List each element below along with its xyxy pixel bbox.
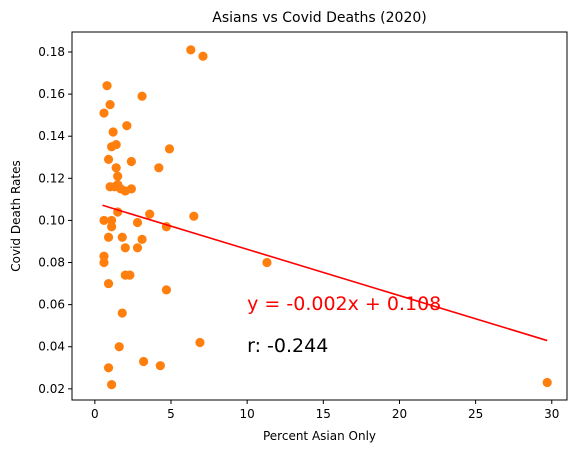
data-point	[154, 163, 164, 173]
data-point	[99, 215, 109, 226]
data-point	[120, 243, 130, 253]
chart-title: Asians vs Covid Deaths (2020)	[212, 10, 426, 26]
plot-area	[71, 31, 568, 401]
data-point	[114, 342, 124, 352]
data-point	[195, 337, 205, 348]
data-point	[186, 45, 196, 55]
regression-equation: y = -0.002x + 0.108	[247, 293, 441, 315]
data-point	[132, 217, 143, 228]
data-point	[103, 278, 114, 289]
data-point	[105, 100, 115, 110]
data-point	[111, 140, 121, 150]
x-tick-label: 25	[468, 407, 483, 421]
data-point	[107, 380, 117, 390]
x-tick-label: 0	[91, 407, 99, 421]
x-tick-label: 10	[240, 407, 255, 421]
y-tick-label: 0.04	[38, 340, 65, 354]
data-point	[103, 363, 114, 373]
x-tick-label: 5	[167, 407, 175, 421]
x-axis: 0 5 10 15 20 25 30	[91, 400, 559, 421]
data-point	[262, 257, 272, 268]
x-tick-label: 20	[392, 407, 407, 421]
data-point	[103, 154, 114, 164]
data-point	[117, 232, 127, 242]
data-point	[99, 251, 109, 261]
data-point	[542, 377, 552, 388]
y-tick-label: 0.12	[38, 171, 65, 185]
data-point	[107, 215, 117, 226]
correlation-value: r: -0.244	[247, 335, 328, 357]
data-point	[198, 51, 208, 61]
data-point	[138, 356, 149, 367]
data-point	[126, 184, 136, 194]
data-point	[132, 243, 143, 253]
plot-frame	[71, 31, 568, 401]
data-point	[126, 156, 136, 167]
data-points	[99, 45, 552, 390]
data-point	[189, 211, 199, 221]
y-tick-label: 0.06	[38, 298, 65, 312]
x-tick-label: 15	[316, 407, 331, 421]
y-axis-label: Covid Death Rates	[9, 160, 23, 271]
data-point	[125, 270, 135, 280]
data-point	[108, 127, 118, 137]
data-point	[145, 209, 155, 219]
data-point	[155, 361, 165, 371]
y-axis: 0.02 0.04 0.06 0.08 0.10 0.12 0.14 0.16 0.18	[38, 45, 72, 396]
data-point	[113, 171, 123, 181]
data-point	[122, 121, 132, 131]
y-tick-label: 0.18	[38, 45, 65, 59]
data-point	[137, 234, 147, 244]
data-point	[137, 91, 147, 101]
data-point	[117, 308, 127, 318]
data-point	[107, 222, 117, 232]
y-tick-label: 0.10	[38, 213, 65, 227]
y-tick-label: 0.14	[38, 129, 65, 143]
data-point	[164, 144, 175, 154]
data-point	[161, 285, 172, 295]
x-axis-label: Percent Asian Only	[263, 429, 376, 443]
x-tick-label: 30	[544, 407, 559, 421]
data-point	[99, 257, 109, 268]
regression-line	[102, 204, 548, 342]
y-tick-label: 0.02	[38, 382, 65, 396]
data-point	[111, 163, 121, 173]
y-tick-label: 0.08	[38, 256, 65, 270]
data-point	[99, 108, 109, 118]
data-point	[102, 81, 112, 91]
y-tick-label: 0.16	[38, 87, 65, 101]
data-point	[103, 232, 114, 242]
